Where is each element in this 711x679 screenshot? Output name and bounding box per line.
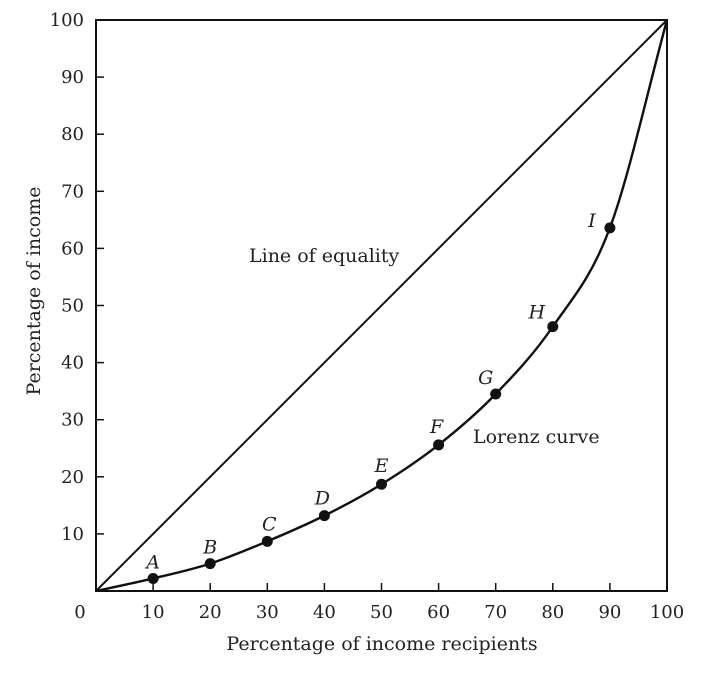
point-label-i: I: [587, 210, 596, 232]
lorenz-curve-label: Lorenz curve: [473, 426, 600, 448]
x-tick-label: 80: [541, 602, 564, 623]
data-point-e: [376, 478, 387, 490]
line-of-equality: [95, 19, 668, 592]
y-tick-label: 30: [61, 410, 84, 431]
x-tick-label: 50: [370, 602, 393, 623]
y-tick-label: 50: [61, 296, 84, 317]
data-point-i: [604, 222, 616, 234]
data-point-f: [433, 439, 445, 451]
x-axis-ticks: 0 10 20 30 40 50 60 70 80 90 100: [74, 583, 684, 623]
data-point-a: [147, 572, 159, 584]
x-tick-label: 0: [74, 602, 85, 623]
y-tick-label: 100: [50, 10, 84, 31]
data-point-b: [204, 558, 216, 570]
y-tick-label: 10: [61, 524, 84, 545]
x-tick-label: 40: [313, 602, 336, 623]
point-label-b: B: [202, 537, 217, 559]
point-label-c: C: [262, 513, 277, 535]
point-label-e: E: [374, 455, 389, 477]
x-tick-label: 90: [598, 602, 621, 623]
x-axis-label: Percentage of income recipients: [226, 633, 537, 655]
y-axis-label: Percentage of income: [23, 187, 45, 396]
x-tick-label: 70: [484, 602, 507, 623]
data-point-g: [490, 388, 502, 400]
x-tick-label: 60: [427, 602, 450, 623]
y-axis-ticks: 10 20 30 40 50 60 70 80 90 100: [50, 10, 104, 545]
point-label-g: G: [478, 367, 493, 389]
y-tick-label: 70: [61, 181, 84, 202]
x-tick-label: 20: [199, 602, 222, 623]
data-point-h: [547, 321, 559, 333]
y-tick-label: 60: [61, 238, 84, 259]
data-points: A B C D E F G H I: [144, 210, 616, 584]
y-tick-label: 20: [61, 467, 84, 488]
point-label-a: A: [144, 551, 160, 573]
line-of-equality-label: Line of equality: [249, 245, 399, 267]
x-tick-label: 100: [650, 602, 684, 623]
y-tick-label: 90: [61, 67, 84, 88]
plot-frame: [95, 19, 668, 592]
x-tick-label: 30: [256, 602, 279, 623]
y-tick-label: 40: [61, 353, 84, 374]
y-tick-label: 80: [61, 124, 84, 145]
point-label-h: H: [528, 302, 546, 324]
point-label-f: F: [429, 416, 444, 438]
x-tick-label: 10: [142, 602, 165, 623]
point-label-d: D: [314, 488, 330, 510]
data-point-c: [261, 535, 273, 547]
data-point-d: [318, 510, 330, 522]
